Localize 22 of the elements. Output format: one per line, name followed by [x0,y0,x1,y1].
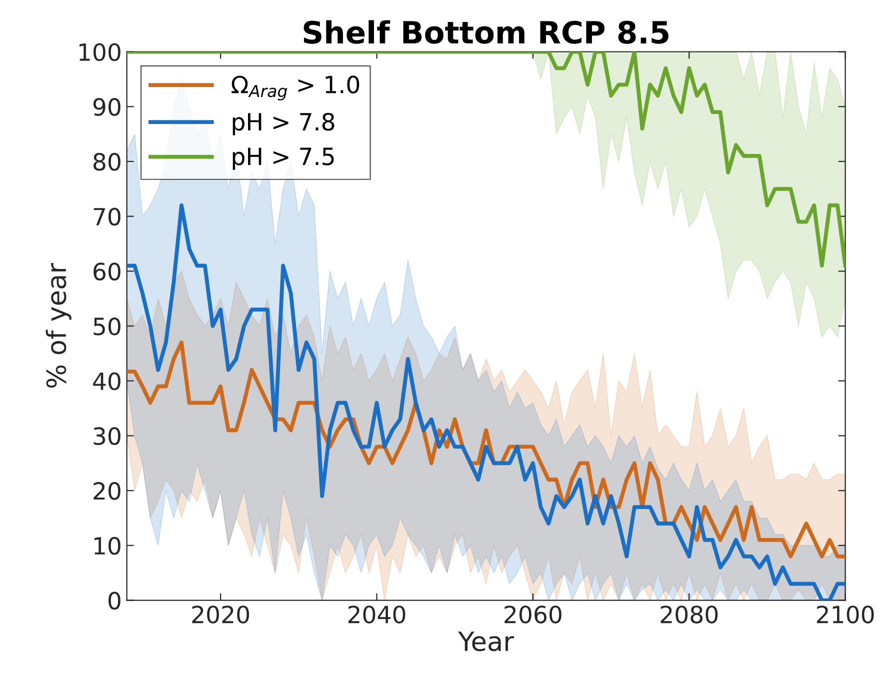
y-tick-label: 30 [94,427,120,446]
x-tick-label: 2060 [504,606,562,624]
y-tick-label: 0 [108,592,120,610]
y-axis-title: % of year [46,262,72,388]
y-tick-label: 10 [94,536,120,555]
x-tick-label: 2020 [192,606,250,624]
legend-label: pH > 7.5 [232,148,334,170]
x-axis-title: Year [458,632,514,652]
y-tick-label: 40 [93,372,120,390]
y-tick-label: 60 [94,262,120,280]
chart-title: Shelf Bottom RCP 8.5 [304,20,668,44]
y-tick-label: 80 [94,152,120,171]
y-tick-label: 90 [93,98,120,116]
x-tick-label: 2100 [816,606,874,624]
x-tick-label: 2080 [660,606,718,624]
x-tick-label: 2040 [348,606,406,624]
y-tick-label: 20 [94,482,120,500]
y-tick-label: 50 [94,317,120,336]
y-tick-label: 70 [94,208,120,226]
legend-label: Ω$_{Arag}$ > 1.0 [232,76,360,100]
y-tick-label: 100 [80,43,120,62]
legend-label: pH > 7.8 [232,112,334,136]
